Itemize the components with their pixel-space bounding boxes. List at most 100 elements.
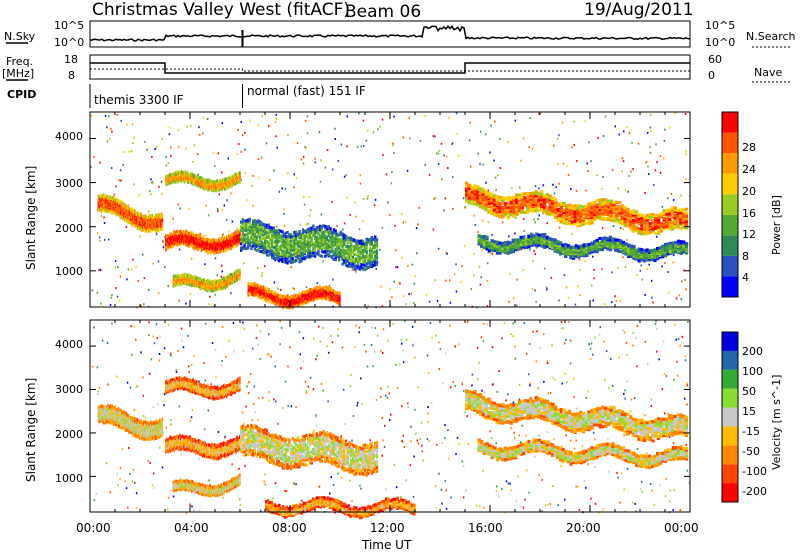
band-cell	[108, 195, 111, 199]
scatter-cell	[555, 186, 558, 189]
band-cell	[115, 205, 117, 209]
scatter-cell	[649, 126, 652, 129]
band-cell	[100, 194, 103, 197]
scatter-cell	[296, 252, 299, 255]
scatter-cell	[336, 225, 338, 228]
scatter-cell	[188, 207, 190, 210]
band-cell	[161, 218, 164, 222]
band-cell	[152, 218, 155, 222]
band-cell	[126, 207, 129, 211]
scatter-cell	[324, 166, 327, 169]
band-cell	[190, 237, 192, 241]
nave-tick-bottom: 0	[708, 69, 715, 82]
scatter-cell	[681, 280, 683, 283]
band-cell	[131, 207, 134, 211]
scatter-cell	[669, 126, 671, 129]
band-cell	[170, 239, 173, 243]
power-ytick-2000: 2000	[55, 222, 83, 235]
band-cell	[205, 248, 207, 252]
band-cell	[122, 207, 125, 211]
scatter-cell	[306, 115, 309, 118]
band-cell	[209, 240, 211, 244]
band-cell	[137, 218, 139, 221]
scatter-cell	[532, 260, 534, 263]
scatter-cell	[279, 288, 282, 291]
scatter-cell	[111, 293, 113, 296]
band-cell	[104, 208, 106, 212]
scatter-cell	[374, 198, 377, 201]
band-cell	[206, 243, 208, 247]
band-cell	[150, 226, 152, 230]
scatter-cell	[661, 205, 664, 208]
scatter-cell	[154, 147, 156, 150]
band-cell	[180, 237, 183, 241]
band-cell	[138, 218, 140, 222]
band-cell	[116, 202, 118, 206]
band-cell	[114, 209, 117, 213]
band-cell	[116, 208, 118, 212]
band-cell	[168, 242, 171, 246]
band-cell	[132, 224, 134, 228]
band-cell	[177, 239, 179, 242]
scatter-cell	[230, 292, 232, 295]
scatter-cell	[588, 141, 590, 144]
band-cell	[117, 202, 120, 206]
scatter-cell	[128, 150, 130, 153]
scatter-cell	[284, 187, 287, 190]
scatter-cell	[494, 120, 496, 123]
band-cell	[200, 241, 203, 245]
band-cell	[153, 227, 156, 230]
band-cell	[156, 220, 158, 224]
scatter-cell	[675, 297, 678, 300]
scatter-cell	[158, 185, 160, 188]
scatter-cell	[305, 223, 307, 226]
scatter-cell	[379, 248, 381, 251]
band-cell	[239, 171, 241, 175]
scatter-cell	[552, 183, 554, 186]
band-cell	[148, 213, 151, 217]
band-cell	[147, 226, 150, 230]
band-cell	[204, 247, 206, 250]
band-cell	[103, 196, 105, 200]
xlabel: Time UT	[362, 538, 412, 552]
band-cell	[100, 203, 103, 207]
scatter-cell	[117, 265, 119, 268]
band-cell	[197, 233, 200, 237]
scatter-cell	[99, 240, 101, 243]
band-cell	[199, 234, 202, 238]
band-cell	[161, 221, 164, 225]
scatter-cell	[221, 234, 224, 237]
band-cell	[172, 242, 175, 246]
band-cell	[169, 232, 172, 236]
scatter-cell	[529, 117, 531, 120]
band-cell	[170, 242, 173, 246]
scatter-cell	[193, 144, 196, 147]
scatter-cell	[321, 286, 324, 289]
band-cell	[149, 217, 151, 221]
band-cell	[101, 194, 104, 198]
band-cell	[109, 207, 112, 210]
band-cell	[132, 219, 134, 223]
scatter-cell	[437, 152, 440, 155]
band-cell	[201, 237, 204, 241]
scatter-cell	[436, 299, 439, 302]
band-cell	[102, 202, 104, 206]
scatter-cell	[428, 300, 431, 303]
scatter-cell	[674, 112, 676, 115]
scatter-cell	[267, 124, 270, 127]
scatter-cell	[151, 155, 153, 158]
band-cell	[99, 206, 102, 210]
scatter-cell	[619, 299, 622, 302]
scatter-cell	[493, 159, 495, 162]
band-cell	[112, 202, 115, 206]
scatter-cell	[238, 143, 240, 146]
scatter-cell	[586, 162, 588, 165]
band-cell	[159, 228, 161, 231]
scatter-cell	[359, 174, 362, 177]
band-cell	[174, 232, 176, 236]
scatter-cell	[379, 125, 381, 128]
scatter-cell	[365, 139, 368, 142]
scatter-cell	[172, 217, 175, 220]
scatter-cell	[617, 187, 620, 190]
band-cell	[124, 208, 126, 212]
